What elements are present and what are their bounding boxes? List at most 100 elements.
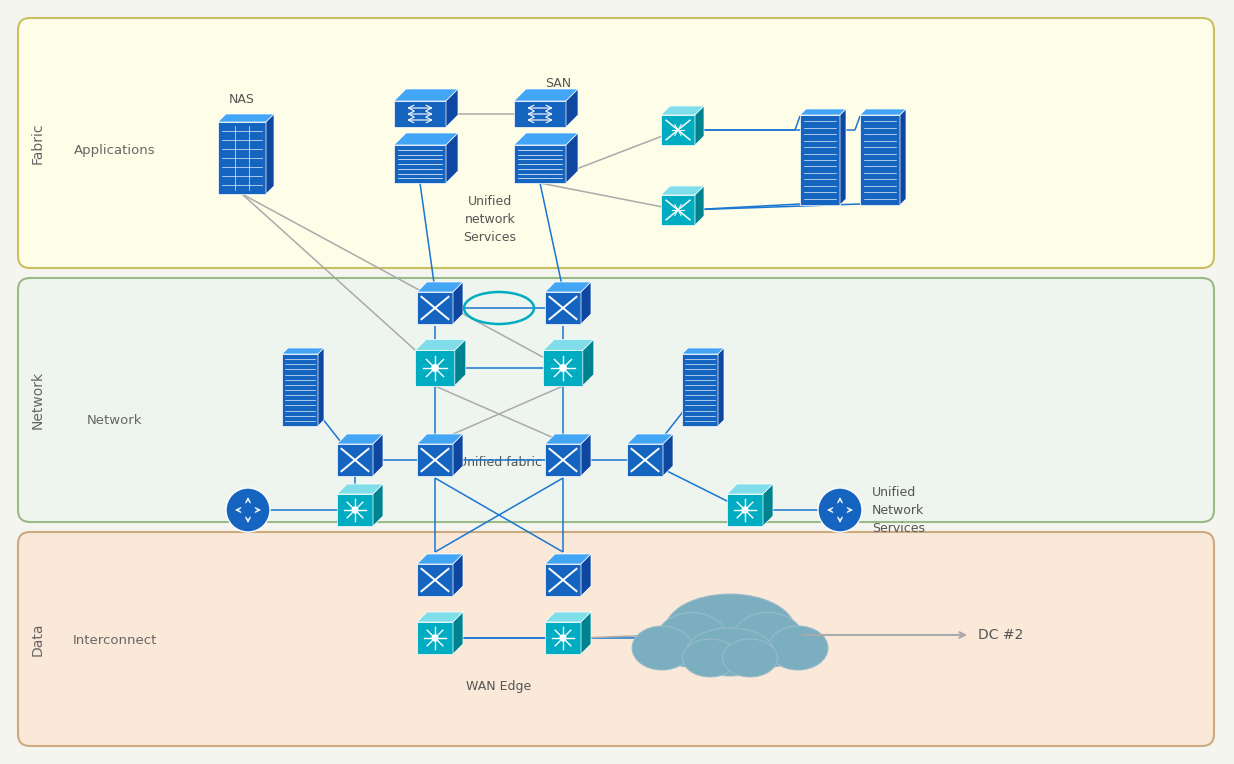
Polygon shape: [545, 292, 581, 324]
Polygon shape: [394, 133, 458, 145]
Ellipse shape: [665, 594, 795, 666]
Polygon shape: [582, 339, 594, 386]
Polygon shape: [453, 554, 463, 596]
Polygon shape: [545, 622, 581, 654]
Text: Unified fabric: Unified fabric: [458, 455, 542, 468]
Polygon shape: [627, 444, 663, 476]
Polygon shape: [840, 109, 847, 205]
Ellipse shape: [686, 628, 774, 676]
Polygon shape: [682, 354, 718, 426]
Polygon shape: [218, 122, 267, 194]
Polygon shape: [695, 106, 705, 145]
Polygon shape: [394, 145, 445, 183]
Polygon shape: [453, 282, 463, 324]
Polygon shape: [682, 348, 724, 354]
Polygon shape: [417, 434, 463, 444]
Polygon shape: [545, 564, 581, 596]
Text: Fabric: Fabric: [31, 122, 44, 163]
Text: Unified
Network
Services: Unified Network Services: [872, 485, 926, 535]
Polygon shape: [718, 348, 724, 426]
Polygon shape: [453, 434, 463, 476]
Text: Interconnect: Interconnect: [73, 633, 157, 646]
Polygon shape: [318, 348, 325, 426]
Polygon shape: [800, 115, 840, 205]
Polygon shape: [543, 339, 594, 351]
Polygon shape: [545, 612, 591, 622]
Polygon shape: [337, 444, 373, 476]
Ellipse shape: [768, 626, 828, 670]
Polygon shape: [218, 114, 274, 122]
Polygon shape: [663, 434, 673, 476]
Polygon shape: [337, 434, 383, 444]
Polygon shape: [417, 444, 453, 476]
Circle shape: [432, 634, 438, 642]
Polygon shape: [394, 89, 458, 101]
Ellipse shape: [732, 613, 805, 668]
Polygon shape: [543, 351, 582, 386]
Polygon shape: [283, 354, 318, 426]
Text: NAS: NAS: [230, 93, 255, 106]
Polygon shape: [415, 351, 455, 386]
Text: DC #2: DC #2: [979, 628, 1023, 642]
Polygon shape: [581, 554, 591, 596]
Polygon shape: [545, 554, 591, 564]
Ellipse shape: [632, 626, 692, 670]
Polygon shape: [545, 282, 591, 292]
Ellipse shape: [656, 613, 728, 668]
Circle shape: [559, 634, 566, 642]
Polygon shape: [267, 114, 274, 194]
Polygon shape: [727, 494, 763, 526]
Polygon shape: [566, 133, 578, 183]
Polygon shape: [515, 89, 578, 101]
Circle shape: [226, 488, 270, 532]
FancyBboxPatch shape: [19, 532, 1214, 746]
Text: Data: Data: [31, 622, 44, 656]
Polygon shape: [581, 282, 591, 324]
Polygon shape: [661, 195, 695, 225]
Polygon shape: [445, 133, 458, 183]
Polygon shape: [727, 484, 772, 494]
Polygon shape: [545, 434, 591, 444]
Polygon shape: [545, 444, 581, 476]
Polygon shape: [515, 133, 578, 145]
Circle shape: [742, 507, 749, 513]
Text: SAN: SAN: [545, 77, 571, 90]
Polygon shape: [581, 434, 591, 476]
Polygon shape: [763, 484, 772, 526]
Circle shape: [352, 507, 359, 513]
Polygon shape: [417, 282, 463, 292]
Polygon shape: [417, 292, 453, 324]
Polygon shape: [453, 612, 463, 654]
Polygon shape: [627, 434, 673, 444]
Ellipse shape: [682, 639, 738, 677]
Circle shape: [559, 364, 566, 372]
Polygon shape: [515, 145, 566, 183]
Text: Network: Network: [31, 371, 44, 429]
Polygon shape: [373, 484, 383, 526]
Circle shape: [431, 364, 439, 372]
FancyBboxPatch shape: [19, 18, 1214, 268]
Polygon shape: [455, 339, 465, 386]
Polygon shape: [417, 622, 453, 654]
Polygon shape: [417, 564, 453, 596]
Polygon shape: [337, 494, 373, 526]
Text: Network: Network: [88, 413, 143, 426]
Polygon shape: [566, 89, 578, 127]
Polygon shape: [800, 109, 847, 115]
Polygon shape: [515, 101, 566, 127]
Text: Applications: Applications: [74, 144, 155, 157]
Polygon shape: [337, 484, 383, 494]
Text: WAN Edge: WAN Edge: [466, 680, 532, 693]
Circle shape: [818, 488, 863, 532]
Polygon shape: [900, 109, 906, 205]
Polygon shape: [394, 101, 445, 127]
Polygon shape: [860, 115, 900, 205]
Ellipse shape: [722, 639, 777, 677]
Text: Unified
network
Services: Unified network Services: [464, 195, 517, 244]
Polygon shape: [417, 554, 463, 564]
FancyBboxPatch shape: [19, 278, 1214, 522]
Polygon shape: [581, 612, 591, 654]
Polygon shape: [373, 434, 383, 476]
Polygon shape: [415, 339, 465, 351]
Polygon shape: [417, 612, 463, 622]
